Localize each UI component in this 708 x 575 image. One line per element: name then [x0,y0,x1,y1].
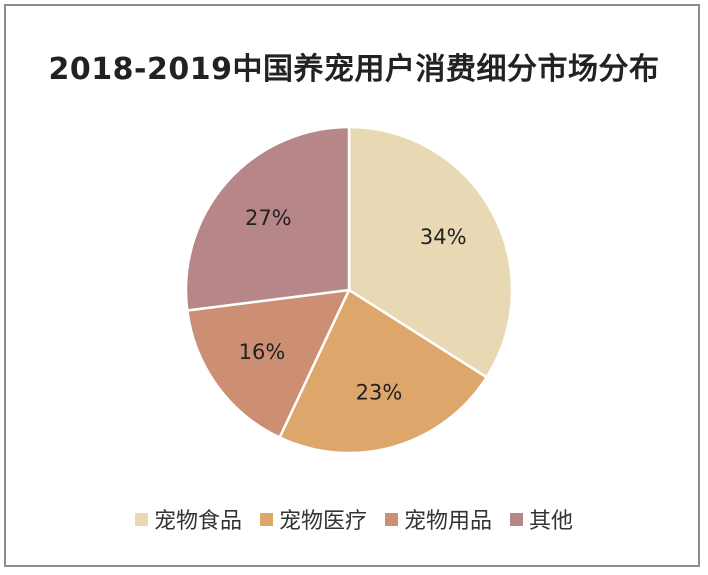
legend-item-other: 其他 [510,503,573,535]
legend-swatch-pet-supplies [385,512,398,526]
legend-label-pet-food: 宠物食品 [153,509,242,534]
pie-label-pet-supplies: 16% [239,340,286,364]
pie-label-pet-food: 34% [420,225,467,249]
legend-item-pet-food: 宠物食品 [134,503,242,535]
chart-title: 2018-2019中国养宠用户消费细分市场分布 [48,52,660,87]
legend-swatch-pet-food [134,512,148,526]
pie-slice-pet-supplies [185,288,352,440]
pie-slice-other [184,125,351,312]
legend-label-other: 其他 [529,509,574,534]
pie-slice-pet-medical [277,288,489,455]
legend-label-pet-medical: 宠物医疗 [278,509,367,534]
legend-item-pet-medical: 宠物医疗 [259,503,367,535]
chart-legend: 宠物食品 宠物医疗 宠物用品 其他 [0,503,708,535]
legend-swatch-pet-medical [259,512,273,526]
pie-label-pet-medical: 23% [356,380,403,404]
legend-swatch-other [510,512,524,526]
legend-item-pet-supplies: 宠物用品 [385,503,492,535]
legend-label-pet-supplies: 宠物用品 [404,509,493,534]
pie-label-other: 27% [245,206,292,230]
